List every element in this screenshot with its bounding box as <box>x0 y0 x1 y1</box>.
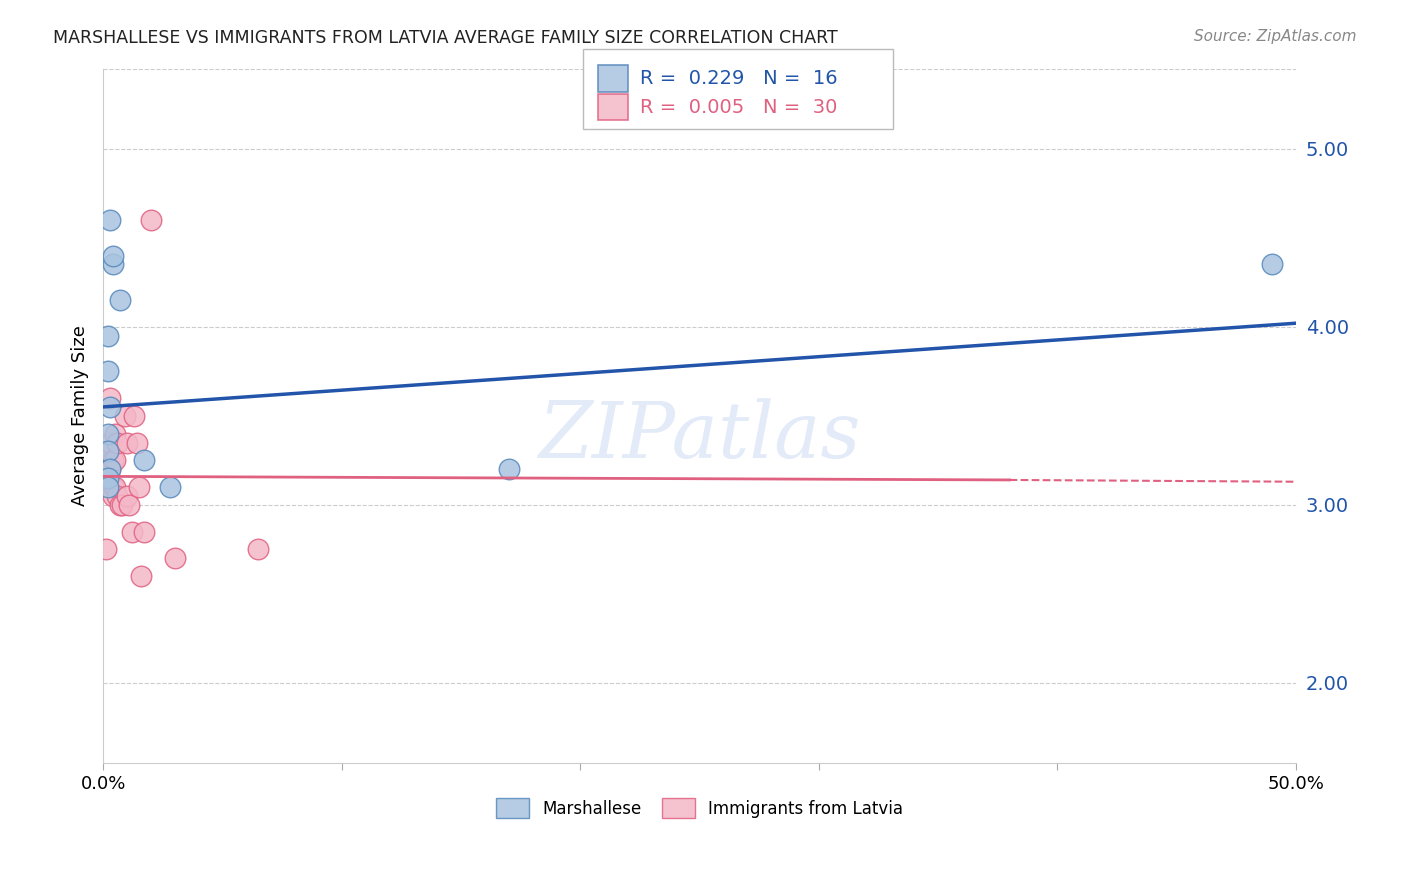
Text: R =  0.005   N =  30: R = 0.005 N = 30 <box>640 97 837 117</box>
Point <box>163 551 186 566</box>
Point <box>98 213 121 227</box>
Point <box>132 524 155 539</box>
Point <box>108 498 131 512</box>
Point <box>121 524 143 539</box>
Point <box>104 453 127 467</box>
Point <box>101 248 124 262</box>
Point <box>97 480 120 494</box>
Point <box>247 542 270 557</box>
Point <box>97 364 120 378</box>
Point <box>101 453 124 467</box>
Point <box>97 462 120 476</box>
Point <box>97 444 120 458</box>
Point <box>94 542 117 557</box>
Point <box>101 480 124 494</box>
Text: ZIPatlas: ZIPatlas <box>538 399 860 475</box>
Point <box>97 328 120 343</box>
Point <box>97 444 120 458</box>
Point <box>101 257 124 271</box>
Point <box>108 293 131 307</box>
Text: Source: ZipAtlas.com: Source: ZipAtlas.com <box>1194 29 1357 44</box>
Point <box>118 498 141 512</box>
Y-axis label: Average Family Size: Average Family Size <box>72 326 89 507</box>
Point <box>101 489 124 503</box>
Point <box>128 480 150 494</box>
Point <box>97 471 120 485</box>
Point <box>111 498 134 512</box>
Point <box>104 426 127 441</box>
Point <box>104 480 127 494</box>
Point <box>115 435 138 450</box>
Point <box>98 391 121 405</box>
Point <box>114 409 136 423</box>
Point <box>98 400 121 414</box>
Text: MARSHALLESE VS IMMIGRANTS FROM LATVIA AVERAGE FAMILY SIZE CORRELATION CHART: MARSHALLESE VS IMMIGRANTS FROM LATVIA AV… <box>53 29 838 46</box>
Point <box>115 489 138 503</box>
Point <box>94 453 117 467</box>
Point <box>1261 257 1284 271</box>
Point <box>129 569 152 583</box>
Point <box>139 213 162 227</box>
Point <box>132 453 155 467</box>
Point <box>107 489 129 503</box>
Point <box>98 462 121 476</box>
Point <box>498 462 520 476</box>
Point <box>98 462 121 476</box>
Point <box>122 409 145 423</box>
Legend: Marshallese, Immigrants from Latvia: Marshallese, Immigrants from Latvia <box>489 792 910 824</box>
Point <box>125 435 148 450</box>
Point <box>107 435 129 450</box>
Point <box>97 426 120 441</box>
Point <box>159 480 181 494</box>
Point <box>98 435 121 450</box>
Text: R =  0.229   N =  16: R = 0.229 N = 16 <box>640 69 838 88</box>
